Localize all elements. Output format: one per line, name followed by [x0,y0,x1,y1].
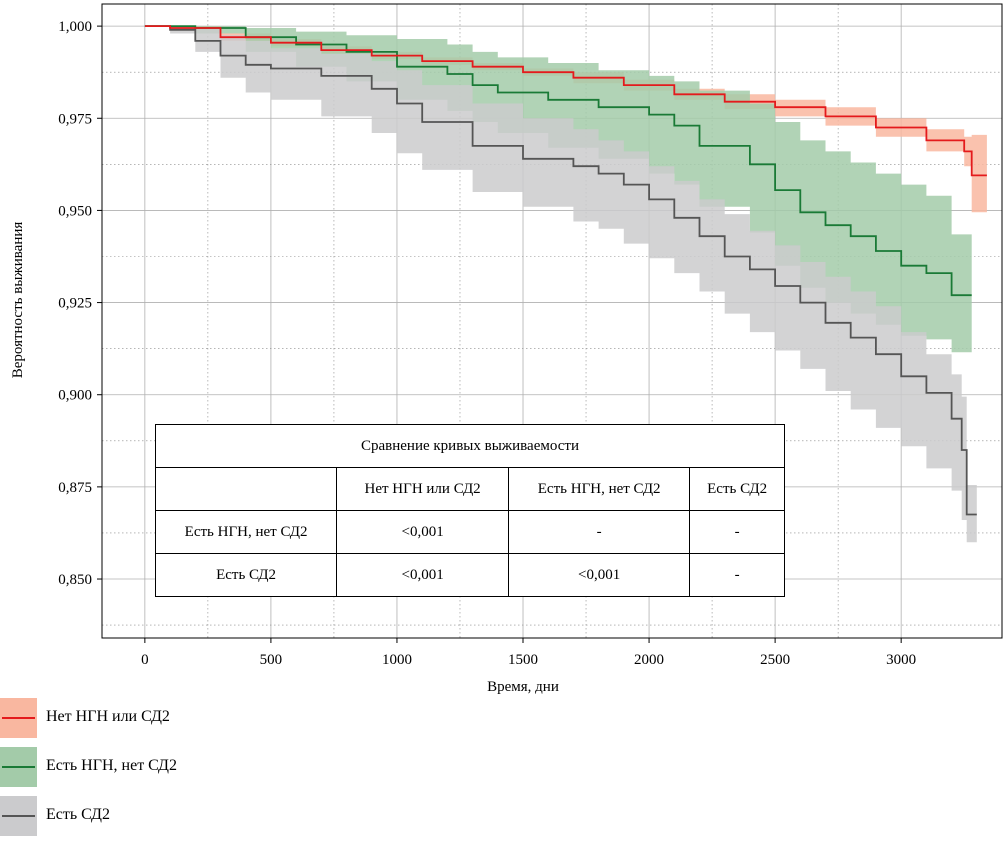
table-cell: - [689,510,785,554]
legend-label: Есть НГН, нет СД2 [46,757,177,774]
x-tick-label: 3000 [886,652,916,668]
table-cell: - [689,553,785,597]
confidence-band-1 [144,26,972,353]
x-tick-label: 2000 [634,652,664,668]
table-cell: - [508,510,691,554]
survival-lines [144,25,987,516]
table-header-cell: Нет НГН или СД2 [336,467,510,511]
table-title-row: Сравнение кривых выживаемости [155,424,785,468]
legend-line-ngn [2,766,35,768]
table-header-cell [154,467,338,511]
confidence-band-2 [144,26,977,543]
table-cell: Есть СД2 [154,553,338,597]
comparison-table: Сравнение кривых выживаемости Нет НГН ил… [154,424,785,597]
table-cell: <0,001 [336,510,510,554]
legend-line-t2d [2,815,35,817]
confidence-bands [144,26,987,543]
table-cell: <0,001 [508,553,691,597]
table-cell: <0,001 [336,553,510,597]
x-tick-label: 0 [141,652,149,668]
y-tick-label: 0,850 [58,572,92,588]
legend-label: Есть СД2 [46,806,110,823]
legend-line-no-ngn [2,717,35,719]
table-header-cell: Есть НГН, нет СД2 [508,467,691,511]
y-tick-label: 0,950 [58,203,92,219]
survival-line-0 [144,25,987,177]
x-tick-label: 500 [260,652,283,668]
table-header-row: Нет НГН или СД2 Есть НГН, нет СД2 Есть С… [154,467,785,511]
survival-line-1 [144,25,972,297]
y-tick-label: 0,975 [58,111,92,127]
axis-ticks: 0 500 1000 1500 2000 2500 3000 0,850 0,875 0,900 0… [58,19,916,668]
y-axis-title: Вероятность выживания [10,222,26,379]
x-axis-title: Время, дни [487,679,559,695]
y-tick-label: 0,925 [58,296,92,312]
table-header-cell: Есть СД2 [689,467,785,511]
plot-frame [101,3,1003,639]
survival-chart: 0 500 1000 1500 2000 2500 3000 0,850 0,875 0,900 0… [10,3,1003,695]
x-tick-label: 1500 [508,652,538,668]
table-title: Сравнение кривых выживаемости [155,424,785,468]
x-tick-label: 2500 [760,652,790,668]
table-row: Есть СД2 <0,001 <0,001 - [154,553,785,597]
legend-label: Нет НГН или СД2 [46,708,170,725]
y-tick-label: 0,900 [58,388,92,404]
y-tick-label: 1,000 [58,19,92,35]
table-row: Есть НГН, нет СД2 <0,001 - - [154,510,785,554]
x-tick-label: 1000 [382,652,412,668]
table-cell: Есть НГН, нет СД2 [154,510,338,554]
y-tick-label: 0,875 [58,480,92,496]
survival-line-2 [144,25,977,516]
